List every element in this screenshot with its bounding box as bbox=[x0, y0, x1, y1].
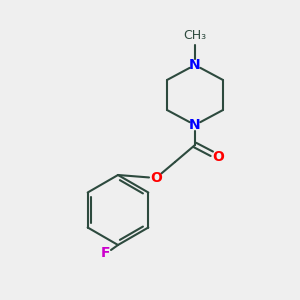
Text: O: O bbox=[212, 150, 224, 164]
Text: CH₃: CH₃ bbox=[183, 29, 207, 42]
Text: N: N bbox=[189, 118, 201, 132]
Text: F: F bbox=[101, 246, 111, 260]
Text: O: O bbox=[150, 171, 162, 185]
Text: N: N bbox=[189, 58, 201, 72]
